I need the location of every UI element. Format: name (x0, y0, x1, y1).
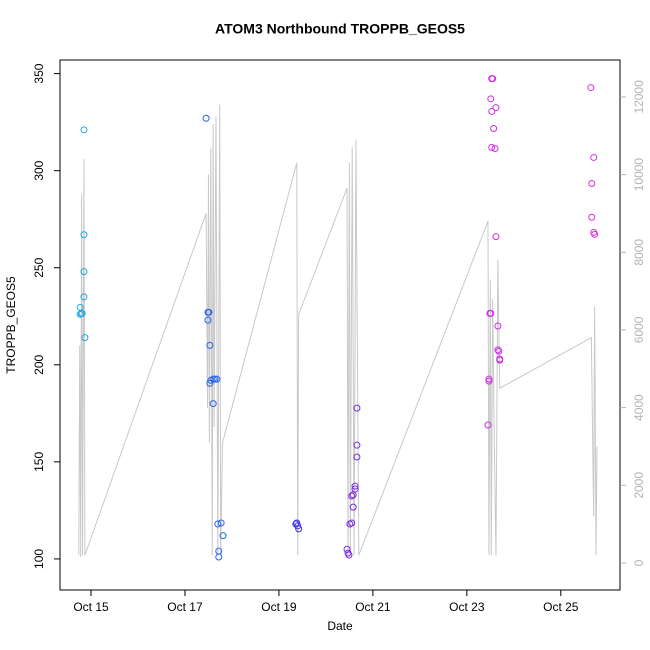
point (348, 519, 356, 527)
x-tick-label: Oct 23 (449, 600, 485, 614)
x-tick-label: Oct 19 (261, 600, 297, 614)
y-tick-label: 150 (32, 452, 46, 472)
y2-tick-label: 4000 (632, 394, 646, 421)
point (485, 377, 493, 385)
point (489, 75, 497, 83)
point (202, 114, 210, 122)
point (211, 375, 219, 383)
point (492, 104, 500, 112)
altitude-line (78, 104, 598, 558)
y-tick-label: 300 (32, 160, 46, 180)
point (587, 84, 595, 92)
point (495, 347, 503, 355)
y2-tick-label: 2000 (632, 472, 646, 499)
point (213, 375, 221, 383)
y2-tick-label: 12000 (632, 80, 646, 114)
point (588, 213, 596, 221)
point (209, 375, 217, 383)
point (487, 309, 495, 317)
point (80, 126, 88, 134)
point (205, 308, 213, 316)
y2-tick-label: 10000 (632, 158, 646, 192)
point (490, 125, 498, 133)
point (204, 316, 212, 324)
x-tick-label: Oct 15 (73, 600, 109, 614)
point (217, 519, 225, 527)
plot-frame (59, 59, 621, 591)
point (292, 520, 300, 528)
point (485, 375, 493, 383)
point (591, 230, 599, 238)
point (349, 503, 357, 511)
y-tick-label: 250 (32, 257, 46, 277)
y2-tick-label: 8000 (632, 239, 646, 266)
point (491, 145, 499, 153)
point (215, 553, 223, 561)
y-tick-label: 350 (32, 63, 46, 83)
point (494, 346, 502, 354)
point (494, 322, 502, 330)
point (588, 179, 596, 187)
point (80, 231, 88, 239)
point (214, 520, 222, 528)
point (590, 153, 598, 161)
point (496, 355, 504, 363)
point (343, 545, 351, 553)
point (488, 107, 496, 115)
point (206, 341, 214, 349)
point (487, 95, 495, 103)
point (353, 441, 361, 449)
x-tick-label: Oct 25 (543, 600, 579, 614)
point (345, 551, 353, 559)
point (488, 143, 496, 151)
point (80, 268, 88, 276)
y2-tick-label: 6000 (632, 316, 646, 343)
point (348, 492, 356, 500)
y-tick-label: 200 (32, 354, 46, 374)
x-tick-label: Oct 17 (167, 600, 203, 614)
y2-tick-label: 0 (632, 559, 646, 566)
point (353, 453, 361, 461)
point (294, 522, 302, 530)
y-tick-label: 100 (32, 549, 46, 569)
point (209, 400, 217, 408)
point (351, 482, 359, 490)
point (76, 310, 84, 318)
point (80, 293, 88, 301)
point (353, 404, 361, 412)
chart-title: ATOM3 Northbound TROPPB_GEOS5 (215, 21, 465, 37)
point (81, 334, 89, 342)
y-axis-label: TROPPB_GEOS5 (4, 276, 18, 374)
x-tick-label: Oct 21 (355, 600, 391, 614)
point (492, 233, 500, 241)
x-axis-label: Date (327, 619, 353, 633)
point (351, 485, 359, 493)
point (484, 421, 492, 429)
point (219, 532, 227, 540)
